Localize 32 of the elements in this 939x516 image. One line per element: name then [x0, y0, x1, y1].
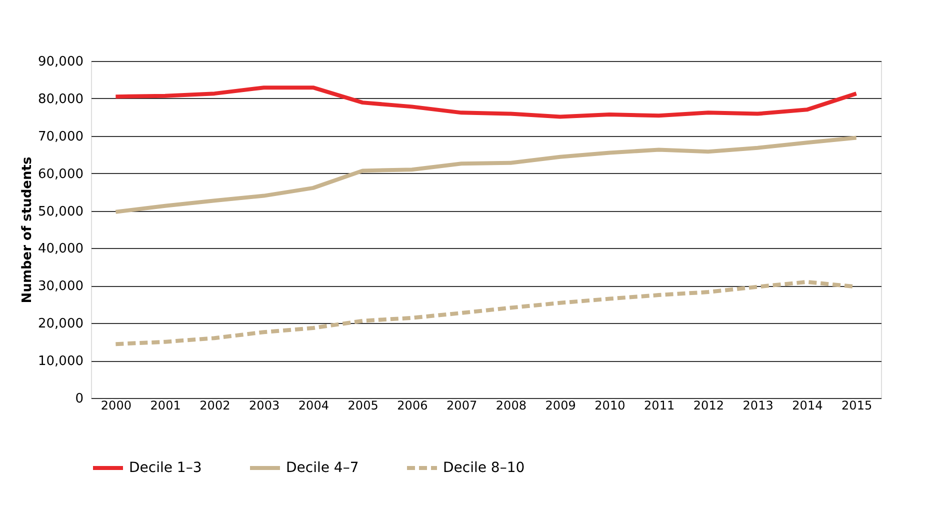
y-tick-label: 40,000 [38, 242, 84, 257]
x-tick-label: 2000 [100, 398, 132, 412]
y-tick-label: 80,000 [38, 92, 84, 107]
y-axis-title: Number of students [20, 156, 36, 304]
line-series [114, 86, 858, 119]
x-tick-label: 2004 [298, 398, 329, 412]
x-tick-label: 2005 [348, 398, 378, 412]
x-tick-label: 2014 [792, 398, 823, 412]
x-tick-label: 2007 [446, 398, 478, 412]
x-tick-label: 2011 [644, 398, 675, 412]
x-tick-label: 2015 [842, 398, 872, 412]
y-tick-label: 70,000 [38, 129, 84, 144]
y-tick-label: 0 [75, 392, 84, 406]
x-tick-label: 2006 [397, 398, 428, 412]
x-tick-label: 2012 [693, 398, 724, 412]
x-tick-label: 2010 [594, 398, 626, 412]
y-tick-label: 50,000 [38, 204, 84, 220]
y-tick-label: 10,000 [38, 354, 84, 370]
x-tick-label: 2009 [545, 398, 576, 412]
y-tick-label: 90,000 [38, 54, 84, 70]
x-tick-label: 2003 [249, 398, 280, 412]
legend-label: Decile 1–3 [129, 460, 202, 476]
x-tick-label: 2013 [742, 398, 774, 412]
legend-label: Decile 8–10 [443, 460, 525, 476]
x-tick-label: 2001 [150, 398, 181, 412]
x-tick-label: 2008 [496, 398, 526, 412]
y-tick-label: 20,000 [38, 316, 84, 332]
y-tick-label: 30,000 [38, 279, 84, 294]
y-tick-label: 60,000 [38, 166, 84, 182]
x-tick-label: 2002 [200, 398, 230, 412]
legend-label: Decile 4–7 [286, 460, 359, 476]
line-series [114, 136, 858, 214]
